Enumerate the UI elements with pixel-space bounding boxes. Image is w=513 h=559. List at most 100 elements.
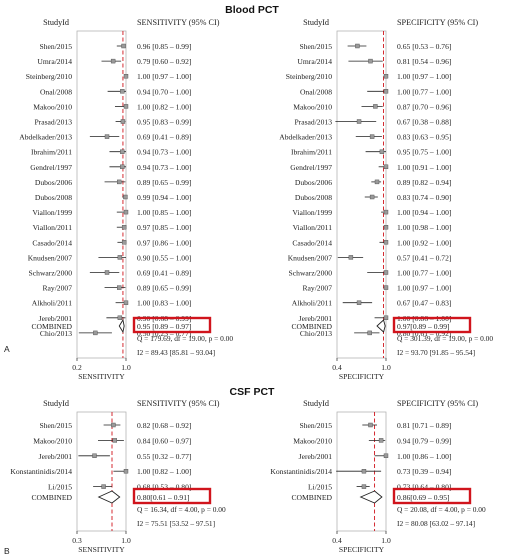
x-tick-label: 1.0	[121, 536, 131, 545]
point-marker	[104, 134, 110, 139]
point-marker	[368, 58, 373, 64]
point-marker	[117, 179, 122, 185]
column-header-ci: SPECIFICITY (95% CI)	[397, 18, 478, 27]
x-tick-label: 1.0	[381, 536, 391, 545]
ci-text: 0.94 [0.73 – 1.00]	[137, 163, 191, 172]
study-label: Shen/2015	[40, 42, 73, 51]
ci-text: 0.87 [0.70 – 0.96]	[397, 102, 451, 111]
ci-text: 1.00 [0.83 – 1.00]	[137, 299, 191, 308]
study-label: Konstantinidis/2014	[270, 467, 332, 476]
study-label: Viallon/2011	[293, 223, 333, 232]
point-marker	[123, 104, 129, 109]
combined-ci-text: 0.97[0.89 – 0.99]	[397, 322, 450, 331]
study-label: Jereb/2001	[299, 452, 333, 461]
point-marker	[110, 58, 116, 64]
x-tick-label: 0.4	[332, 363, 342, 372]
ci-text: 1.00 [0.82 – 1.00]	[137, 467, 191, 476]
combined-diamond	[97, 490, 121, 504]
point-marker	[383, 285, 389, 290]
study-label: Ray/2007	[302, 284, 332, 293]
point-marker	[374, 179, 380, 185]
study-label: Makoo/2010	[33, 436, 72, 445]
ci-text: 0.99 [0.94 – 1.00]	[137, 193, 191, 202]
point-marker	[369, 134, 375, 139]
point-marker	[383, 315, 389, 320]
combined-ci-text: 0.86[0.69 – 0.95]	[397, 493, 450, 502]
study-label: Umra/2014	[37, 57, 72, 66]
study-label: Umra/2014	[297, 57, 332, 66]
highlight-box	[132, 316, 212, 334]
point-marker	[101, 484, 106, 489]
column-header-ci: SENSITIVITY (95% CI)	[137, 18, 220, 27]
x-axis-label: SENSITIVITY	[78, 545, 125, 554]
forest-panel-2: StudyId SPECIFICITY (95% CI) Shen/2015 0.65…	[279, 18, 493, 381]
ci-text: 0.65 [0.53 – 0.76]	[397, 42, 451, 51]
column-header-study: StudyId	[303, 399, 329, 408]
x-tick-label: 0.2	[72, 363, 82, 372]
column-header-ci: SPECIFICITY (95% CI)	[397, 399, 478, 408]
highlight-box	[392, 487, 472, 505]
ci-text: 1.00 [0.98 – 1.00]	[397, 223, 451, 232]
ci-text: 1.00 [0.86 – 1.00]	[397, 452, 451, 461]
panel-letter-a: A	[4, 344, 10, 354]
point-marker	[121, 43, 126, 49]
combined-ci-text: 0.95 [0.89 – 0.97]	[137, 322, 191, 331]
panel-letter-b: B	[4, 546, 10, 556]
study-label: Jereb/2001	[39, 452, 73, 461]
point-marker	[356, 119, 362, 124]
ci-text: 0.73 [0.39 – 0.94]	[397, 467, 451, 476]
ci-text: 0.95 [0.83 – 0.99]	[137, 118, 191, 127]
study-label: Shen/2015	[300, 421, 333, 430]
ci-text: 0.55 [0.32 – 0.77]	[137, 452, 191, 461]
point-marker	[117, 285, 122, 290]
ci-text: 0.67 [0.47 – 0.83]	[397, 299, 451, 308]
study-label: Viallon/2011	[33, 223, 73, 232]
point-marker	[383, 89, 389, 94]
study-label: Alkholi/2011	[32, 299, 72, 308]
x-axis-label: SPECIFICITY	[339, 372, 385, 381]
point-marker	[121, 240, 127, 245]
ci-text: 0.83 [0.74 – 0.90]	[397, 193, 451, 202]
heterogeneity-stat: I2 = 89.43 [85.81 – 93.04]	[137, 348, 215, 357]
study-label: Shen/2015	[300, 42, 333, 51]
point-marker	[356, 300, 362, 305]
point-marker	[93, 330, 98, 336]
heterogeneity-stat: Q = 16.34, df = 4.00, p = 0.00	[137, 505, 226, 514]
ci-text: 0.84 [0.60 – 0.97]	[137, 436, 191, 445]
point-marker	[378, 438, 384, 443]
point-marker	[104, 270, 110, 275]
study-label: Dubos/2006	[35, 178, 72, 187]
x-tick-label: 0.4	[332, 536, 342, 545]
combined-diamond	[376, 319, 386, 333]
x-axis-label: SENSITIVITY	[78, 372, 125, 381]
ci-text: 1.00 [0.85 – 1.00]	[137, 208, 191, 217]
point-marker	[373, 104, 378, 109]
point-marker	[123, 300, 129, 305]
ci-text: 0.89 [0.65 – 0.99]	[137, 178, 191, 187]
point-marker	[361, 469, 367, 474]
ci-text: 1.00 [0.82 – 1.00]	[137, 102, 191, 111]
study-label: Abdelkader/2013	[279, 133, 332, 142]
ci-text: 0.97 [0.85 – 1.00]	[137, 223, 191, 232]
study-label: Gendrel/1997	[290, 163, 332, 172]
study-label: Abdelkader/2013	[19, 133, 72, 142]
study-label: Gendrel/1997	[30, 163, 72, 172]
ci-text: 0.57 [0.41 – 0.72]	[397, 253, 451, 262]
combined-label: COMBINED	[31, 322, 72, 331]
study-label: Viallon/1999	[32, 208, 72, 217]
study-label: Casado/2014	[32, 238, 72, 247]
point-marker	[348, 255, 354, 260]
heterogeneity-stat: I2 = 80.08 [63.02 – 97.14]	[397, 519, 475, 528]
study-label: Dubos/2008	[295, 193, 332, 202]
ci-text: 0.50 [0.23 – 0.77]	[137, 329, 191, 338]
study-label: Steinberg/2010	[286, 72, 332, 81]
ci-text: 1.00 [0.94 – 1.00]	[397, 208, 451, 217]
heterogeneity-stat: Q = 20.08, df = 4.00, p = 0.00	[397, 505, 486, 514]
column-header-ci: SENSITIVITY (95% CI)	[137, 399, 220, 408]
x-tick-label: 0.3	[72, 536, 82, 545]
ci-text: 0.80 [0.61 – 0.92]	[397, 329, 451, 338]
x-tick-label: 1.0	[381, 363, 391, 372]
combined-label: COMBINED	[291, 493, 332, 502]
point-marker	[369, 194, 375, 200]
combined-label: COMBINED	[291, 322, 332, 331]
